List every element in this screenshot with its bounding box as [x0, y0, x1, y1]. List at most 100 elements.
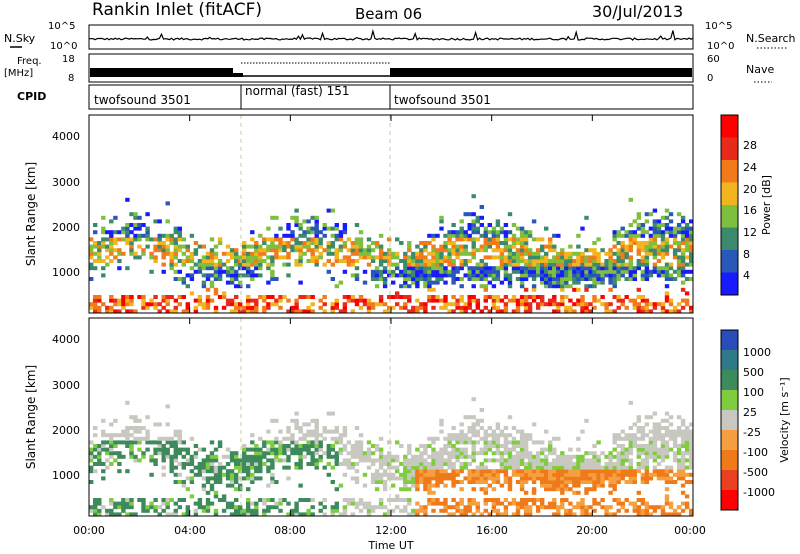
velocity-cell	[403, 487, 408, 492]
power-cell	[399, 241, 404, 245]
velocity-cell	[419, 458, 424, 463]
velocity-cell	[479, 436, 484, 441]
velocity-cell	[684, 494, 690, 499]
velocity-cell	[391, 454, 396, 459]
power-cell	[624, 262, 629, 267]
power-cell	[407, 273, 412, 278]
power-cell	[455, 266, 460, 271]
power-cell	[153, 219, 158, 224]
velocity-cell	[632, 433, 637, 438]
power-cell	[358, 241, 364, 245]
velocity-cell	[628, 444, 633, 448]
velocity-cell	[370, 462, 376, 466]
power-cell	[556, 302, 561, 307]
power-cell	[580, 305, 585, 310]
power-cell	[447, 302, 452, 307]
velocity-cell	[298, 429, 303, 434]
power-cell	[125, 266, 130, 271]
power-cell	[362, 280, 368, 285]
power-cell	[274, 233, 279, 238]
velocity-cell	[479, 512, 484, 517]
velocity-cell	[527, 465, 533, 470]
power-cell	[604, 273, 609, 278]
power-cell	[387, 262, 392, 267]
power-cell	[189, 291, 195, 296]
power-cell	[286, 233, 291, 238]
velocity-cell	[407, 447, 412, 452]
velocity-cell	[278, 429, 283, 434]
power-cell	[531, 255, 537, 260]
power-cell	[197, 302, 203, 307]
power-cell	[290, 305, 295, 310]
velocity-cell	[238, 465, 243, 470]
cpid-label: CPID	[17, 90, 46, 103]
power-cell	[459, 262, 464, 267]
power-cell	[527, 251, 533, 256]
velocity-cell	[479, 469, 484, 474]
power-cell	[507, 298, 513, 303]
power-cell	[282, 295, 287, 299]
velocity-cell	[560, 501, 565, 506]
power-cell	[616, 273, 621, 278]
power-cell	[600, 273, 605, 278]
power-cell	[652, 241, 658, 245]
velocity-cell	[302, 436, 307, 441]
velocity-cell	[314, 436, 319, 441]
velocity-cell	[511, 469, 517, 474]
power-cell	[419, 255, 424, 260]
xtick-2400: 00:00	[674, 524, 706, 537]
velocity-cell	[640, 480, 646, 484]
velocity-cell	[475, 440, 480, 445]
power-cell	[378, 233, 384, 238]
velocity-cell	[427, 444, 432, 448]
velocity-cell	[282, 447, 287, 452]
power-cell	[302, 295, 307, 299]
velocity-cell	[270, 498, 275, 502]
power-cell	[209, 266, 215, 271]
power-cell	[684, 302, 690, 307]
velocity-cell	[250, 472, 255, 477]
power-cell	[213, 251, 219, 256]
power-cell	[564, 309, 569, 314]
power-cell	[479, 262, 484, 267]
power-cell	[519, 302, 525, 307]
power-cell	[395, 251, 400, 256]
velocity-cell	[137, 498, 142, 502]
velocity-cell	[387, 498, 392, 502]
velocity-cell	[507, 465, 513, 470]
velocity-cell	[213, 472, 219, 477]
velocity-cell	[443, 483, 448, 488]
velocity-cell	[201, 462, 207, 466]
velocity-cell	[117, 505, 122, 510]
velocity-cell	[109, 498, 114, 502]
velocity-cell	[354, 451, 360, 456]
power-cell	[548, 277, 553, 281]
velocity-cell	[427, 501, 432, 506]
velocity-cell	[318, 458, 323, 463]
power-cell	[354, 259, 360, 263]
power-cell	[568, 305, 573, 310]
power-cell	[382, 255, 388, 260]
velocity-cell	[664, 465, 670, 470]
power-cell	[507, 259, 513, 263]
power-ytick-1000: 1000	[52, 266, 80, 279]
power-cell	[302, 309, 307, 314]
power-cell	[238, 280, 243, 285]
power-cell	[314, 219, 319, 224]
velocity-cell	[580, 458, 585, 463]
velocity-cell	[185, 512, 190, 517]
power-cell	[177, 302, 182, 307]
power-cell	[137, 226, 142, 231]
velocity-cell	[101, 476, 106, 481]
power-cell	[306, 226, 311, 231]
velocity-cell	[576, 462, 581, 466]
power-cell	[527, 295, 533, 299]
velocity-cell	[374, 469, 380, 474]
power-cell	[443, 244, 448, 249]
power-cell	[664, 266, 670, 271]
frequency-band-step	[233, 73, 243, 77]
power-cell	[592, 248, 597, 253]
power-cell	[391, 295, 396, 299]
velocity-cell	[455, 469, 460, 474]
velocity-ylabel: Slant Range [km]	[24, 365, 38, 469]
